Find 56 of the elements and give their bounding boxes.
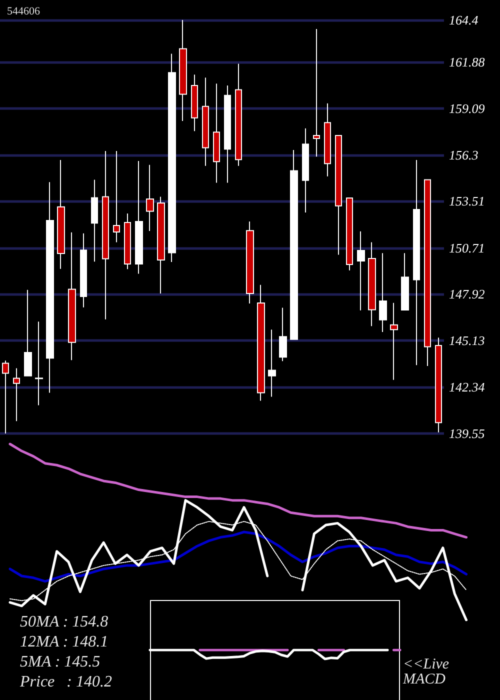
candlestick: [290, 149, 298, 340]
y-tick-label: 159.09: [449, 100, 486, 116]
candlestick: [157, 196, 165, 294]
candlestick: [146, 164, 154, 232]
candlestick: [346, 198, 353, 271]
candlestick: [246, 221, 254, 304]
candlestick: [102, 150, 109, 320]
text: Price : 140.2: [19, 674, 112, 690]
candlestick: [91, 179, 98, 262]
candlestick: [413, 159, 420, 366]
candlestick: [202, 77, 209, 166]
candlestick: [57, 159, 65, 270]
y-tick-label: 161.88: [449, 54, 486, 70]
candlestick: [13, 368, 20, 422]
candlestick: [313, 28, 320, 158]
candlestick: [235, 63, 242, 166]
candlestick: [224, 85, 231, 184]
candlestick: [257, 284, 265, 402]
candlestick: [435, 337, 442, 433]
y-tick-label: 156.3: [449, 147, 479, 162]
candlestick: [390, 302, 398, 380]
candlestick: [279, 307, 287, 362]
candlestick: [135, 160, 143, 274]
y-tick-label: 145.13: [449, 333, 486, 348]
annotation: 50MA : 154.8: [20, 614, 108, 630]
candlestick: [68, 232, 76, 361]
candlestick: [80, 232, 87, 308]
y-tick-label: 153.51: [449, 194, 485, 209]
candlestick: [213, 83, 220, 184]
candlestick: [113, 150, 120, 243]
y-tick-label: 164.4: [449, 12, 479, 28]
y-tick-label: 142.34: [449, 380, 486, 395]
text: 5MA : 145.5: [20, 654, 100, 670]
candlestick: [335, 134, 342, 256]
candlestick: [168, 53, 176, 262]
candlestick: [191, 74, 198, 132]
candlestick: [179, 20, 187, 122]
candlestick: [268, 329, 276, 398]
text: 12MA : 148.1: [20, 634, 108, 650]
y-tick-label: 147.92: [449, 286, 486, 302]
candlestick: [401, 252, 409, 311]
candlestick: [24, 289, 32, 376]
candlestick: [2, 360, 9, 434]
candlestick: [368, 242, 376, 327]
candlestick: [357, 230, 365, 311]
candlestick: [302, 128, 309, 214]
y-tick-label: 150.71: [449, 240, 485, 256]
y-tick-label: 139.55: [449, 426, 486, 441]
annotation: <<Live MACD: [402, 656, 450, 688]
candlestick: [424, 179, 431, 366]
candlestick: [324, 102, 331, 177]
candlestick: [124, 213, 131, 270]
candlestick: [46, 182, 54, 394]
candlestick: [35, 321, 43, 406]
candlestick: [379, 252, 387, 332]
chart-title: 544606: [7, 6, 40, 18]
